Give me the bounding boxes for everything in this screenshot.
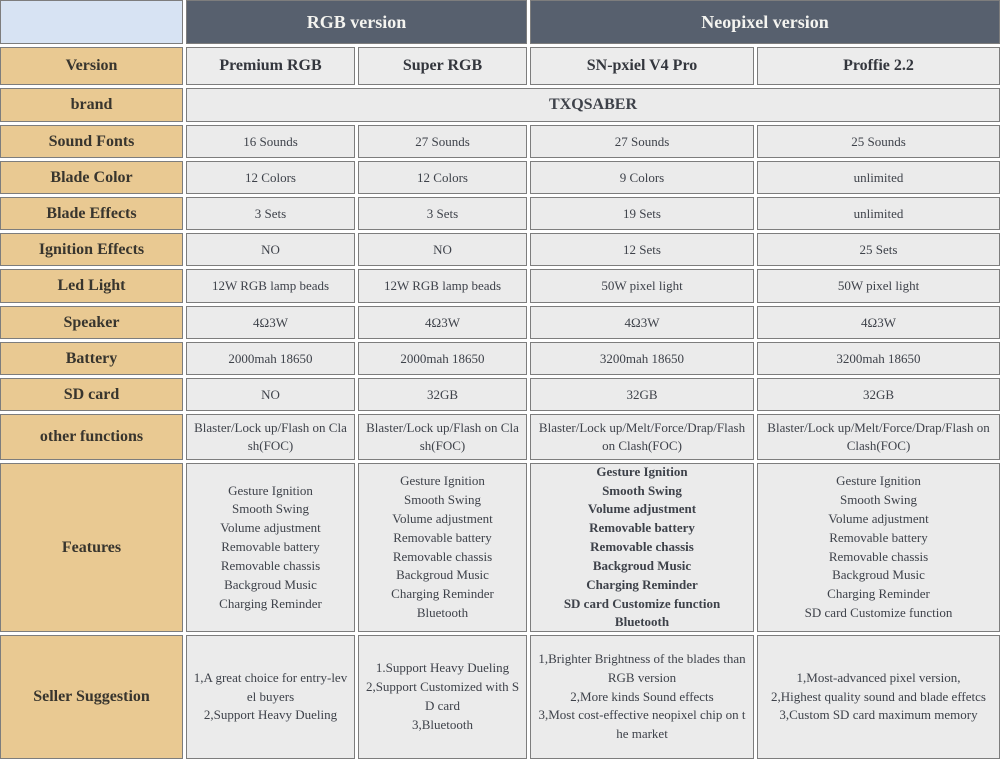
features-cell-premium-rgb: Gesture Ignition Smooth Swing Volume adj… bbox=[186, 463, 355, 632]
spec-cell: 12 Colors bbox=[358, 161, 527, 194]
seller-cell-sn-pxiel-v4-pro: 1,Brighter Brightness of the blades than… bbox=[530, 635, 754, 759]
row-label-seller-suggestion: Seller Suggestion bbox=[0, 635, 183, 759]
features-cell-sn-pxiel-v4-pro: Gesture Ignition Smooth Swing Volume adj… bbox=[530, 463, 754, 632]
spec-cell: 32GB bbox=[757, 378, 1000, 411]
corner-cell bbox=[0, 0, 183, 44]
spec-cell: 32GB bbox=[358, 378, 527, 411]
spec-cell: 25 Sounds bbox=[757, 125, 1000, 158]
version-cell-premium-rgb: Premium RGB bbox=[186, 47, 355, 85]
spec-cell: Blaster/Lock up/Flash on Clash(FOC) bbox=[358, 414, 527, 460]
spec-cell: Blaster/Lock up/Flash on Clash(FOC) bbox=[186, 414, 355, 460]
group-header-neopixel-version: Neopixel version bbox=[530, 0, 1000, 44]
spec-cell: 50W pixel light bbox=[757, 269, 1000, 303]
row-label-battery: Battery bbox=[0, 342, 183, 375]
spec-cell: 50W pixel light bbox=[530, 269, 754, 303]
spec-cell: 12 Colors bbox=[186, 161, 355, 194]
version-cell-proffie-2-2: Proffie 2.2 bbox=[757, 47, 1000, 85]
spec-cell: 3200mah 18650 bbox=[530, 342, 754, 375]
version-cell-sn-pxiel-v4-pro: SN-pxiel V4 Pro bbox=[530, 47, 754, 85]
spec-cell: 12W RGB lamp beads bbox=[186, 269, 355, 303]
spec-cell: 4Ω3W bbox=[186, 306, 355, 339]
row-label-brand: brand bbox=[0, 88, 183, 122]
spec-cell: 4Ω3W bbox=[757, 306, 1000, 339]
features-cell-proffie-2-2: Gesture Ignition Smooth Swing Volume adj… bbox=[757, 463, 1000, 632]
spec-cell: 32GB bbox=[530, 378, 754, 411]
spec-cell: Blaster/Lock up/Melt/Force/Drap/Flash on… bbox=[757, 414, 1000, 460]
spec-cell: 2000mah 18650 bbox=[358, 342, 527, 375]
spec-cell: 25 Sets bbox=[757, 233, 1000, 266]
spec-cell: Blaster/Lock up/Melt/Force/Drap/Flash on… bbox=[530, 414, 754, 460]
spec-cell: NO bbox=[358, 233, 527, 266]
seller-cell-premium-rgb: 1,A great choice for entry-level buyers … bbox=[186, 635, 355, 759]
row-label-version: Version bbox=[0, 47, 183, 85]
seller-cell-proffie-2-2: 1,Most-advanced pixel version, 2,Highest… bbox=[757, 635, 1000, 759]
spec-cell: 12 Sets bbox=[530, 233, 754, 266]
spec-cell: unlimited bbox=[757, 197, 1000, 230]
spec-cell: 4Ω3W bbox=[530, 306, 754, 339]
spec-cell: 2000mah 18650 bbox=[186, 342, 355, 375]
spec-cell: unlimited bbox=[757, 161, 1000, 194]
version-cell-super-rgb: Super RGB bbox=[358, 47, 527, 85]
row-label-blade-color: Blade Color bbox=[0, 161, 183, 194]
row-label-sd-card: SD card bbox=[0, 378, 183, 411]
spec-cell: NO bbox=[186, 233, 355, 266]
spec-cell: 9 Colors bbox=[530, 161, 754, 194]
spec-cell: 12W RGB lamp beads bbox=[358, 269, 527, 303]
row-label-led-light: Led Light bbox=[0, 269, 183, 303]
row-label-ignition-effects: Ignition Effects bbox=[0, 233, 183, 266]
spec-cell: 16 Sounds bbox=[186, 125, 355, 158]
spec-cell: 27 Sounds bbox=[530, 125, 754, 158]
features-cell-super-rgb: Gesture Ignition Smooth Swing Volume adj… bbox=[358, 463, 527, 632]
spec-cell: 3 Sets bbox=[186, 197, 355, 230]
spec-cell: 27 Sounds bbox=[358, 125, 527, 158]
group-header-rgb-version: RGB version bbox=[186, 0, 527, 44]
spec-cell: 3200mah 18650 bbox=[757, 342, 1000, 375]
spec-cell: 19 Sets bbox=[530, 197, 754, 230]
row-label-speaker: Speaker bbox=[0, 306, 183, 339]
spec-cell: 3 Sets bbox=[358, 197, 527, 230]
spec-cell: NO bbox=[186, 378, 355, 411]
seller-cell-super-rgb: 1.Support Heavy Dueling 2,Support Custom… bbox=[358, 635, 527, 759]
row-label-features: Features bbox=[0, 463, 183, 632]
row-label-other-functions: other functions bbox=[0, 414, 183, 460]
row-label-sound-fonts: Sound Fonts bbox=[0, 125, 183, 158]
spec-cell: 4Ω3W bbox=[358, 306, 527, 339]
brand-value-cell: TXQSABER bbox=[186, 88, 1000, 122]
row-label-blade-effects: Blade Effects bbox=[0, 197, 183, 230]
